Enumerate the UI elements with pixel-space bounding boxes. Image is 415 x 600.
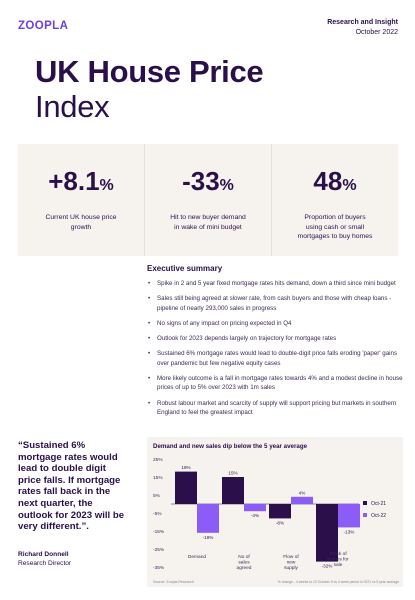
summary-bullet: Sales still being agreed at slower rate,…	[147, 294, 403, 313]
stat-number: +8.1	[48, 166, 100, 196]
bar-oct-21	[269, 504, 291, 519]
y-tick-label: -15%	[153, 529, 165, 535]
data-label: -4%	[251, 513, 259, 518]
category-label: sales	[238, 560, 250, 566]
quote-author: Richard Donnell	[18, 551, 69, 558]
y-tick-label: 15%	[153, 475, 163, 481]
chart-source: Source: Zoopla Research	[153, 580, 194, 584]
stat-cash-buyers: 48% Proportion of buyers using cash or s…	[272, 144, 398, 256]
category-label: new	[287, 561, 296, 566]
demand-sales-chart: Demand and new sales dip below the 5 yea…	[147, 437, 403, 587]
chart-footnote: % change - 4 weeks to 23 October 9 vs 4 …	[278, 580, 399, 584]
data-label: 4%	[299, 490, 306, 495]
y-tick-label: -25%	[153, 547, 165, 553]
y-tick-label: 25%	[153, 457, 163, 463]
key-stats-panel: +8.1% Current UK house price growth -33%…	[18, 144, 398, 256]
bar-oct-22	[291, 496, 313, 504]
stat-number: -33	[182, 166, 220, 196]
stat-buyer-demand: -33% Hit to new buyer demand in wake of …	[145, 144, 272, 256]
bar-oct-21	[222, 477, 244, 504]
bar-oct-22	[244, 504, 266, 512]
y-tick-label: -35%	[153, 565, 165, 571]
summary-bullet: Outlook for 2023 depends largely on traj…	[147, 334, 403, 344]
stat-unit: %	[342, 177, 357, 194]
legend-label: Oct-22	[371, 513, 386, 519]
summary-bullet: Sustained 6% mortgage rates would lead t…	[147, 349, 403, 368]
summary-bullet: More likely outcome is a fall in mortgag…	[147, 374, 403, 393]
executive-summary-list: Spike in 2 and 5 year fixed mortgage rat…	[147, 279, 403, 423]
stat-label: Hit to new buyer demand in wake of mini …	[170, 214, 246, 231]
report-section: Research and Insight	[327, 19, 398, 26]
bar-oct-21	[316, 504, 338, 562]
category-label: homes for	[327, 557, 349, 563]
legend-swatch	[363, 513, 367, 517]
stat-value: 48%	[272, 166, 398, 201]
stat-label: Proportion of buyers using cash or small…	[297, 214, 373, 240]
category-label: agreed	[237, 565, 252, 571]
page-title-line2: Index	[35, 89, 110, 124]
pull-quote: “Sustained 6% mortgage rates would lead …	[18, 440, 125, 533]
stat-unit: %	[219, 177, 234, 194]
page-title-line1: UK House Price	[35, 54, 264, 89]
stat-unit: %	[99, 177, 114, 194]
data-label: 18%	[181, 465, 190, 470]
category-label: sale	[334, 562, 343, 568]
executive-summary-title: Executive summary	[147, 264, 223, 273]
data-label: -32%	[322, 564, 333, 569]
bar-oct-21	[175, 471, 197, 504]
chart-title: Demand and new sales dip below the 5 yea…	[153, 443, 308, 450]
category-label: Stock of	[329, 551, 347, 557]
legend-swatch	[363, 501, 367, 505]
stat-price-growth: +8.1% Current UK house price growth	[18, 144, 145, 256]
stat-value: +8.1%	[18, 166, 144, 201]
category-label: Demand	[188, 554, 206, 560]
stat-number: 48	[313, 166, 343, 196]
y-tick-label: 5%	[153, 493, 161, 499]
quote-author-role: Research Director	[18, 560, 72, 567]
legend-label: Oct-21	[371, 501, 386, 507]
data-label: -16%	[203, 535, 214, 540]
report-header: Research and Insight October 2022	[327, 18, 398, 38]
stat-label: Current UK house price growth	[45, 214, 117, 231]
y-tick-label: -5%	[153, 511, 162, 517]
data-label: 15%	[228, 471, 237, 476]
category-label: No of	[238, 554, 250, 560]
report-date: October 2022	[355, 29, 398, 36]
category-label: supply	[284, 565, 298, 571]
summary-bullet: Robust labour market and scarcity of sup…	[147, 399, 403, 418]
category-label: Flow of	[283, 554, 299, 560]
bar-oct-22	[197, 504, 219, 533]
summary-bullet: No signs of any impact on pricing expect…	[147, 319, 403, 329]
bar-chart-svg: Demand and new sales dip below the 5 yea…	[153, 443, 399, 584]
data-label: -8%	[276, 520, 284, 525]
summary-bullet: Spike in 2 and 5 year fixed mortgage rat…	[147, 279, 403, 289]
data-label: -13%	[344, 529, 355, 534]
stat-value: -33%	[145, 166, 271, 201]
bar-oct-22	[338, 504, 360, 528]
zoopla-logo[interactable]: ZOOPLA	[18, 20, 69, 32]
